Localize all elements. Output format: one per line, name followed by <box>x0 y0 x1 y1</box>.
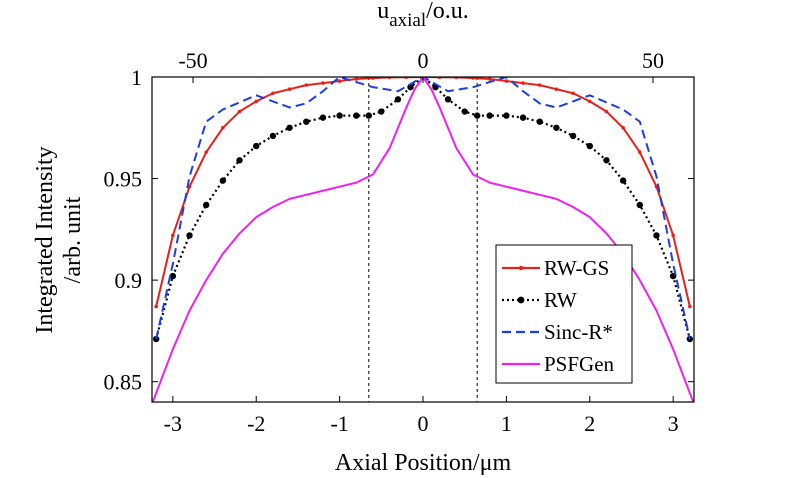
top-x-axis-label: uaxial/o.u. <box>377 0 469 31</box>
series-point-rw <box>365 112 372 119</box>
y-tick-label: 0.95 <box>104 167 143 192</box>
series-point-rw <box>286 124 293 131</box>
series-point-rw-gs <box>688 304 692 309</box>
series-point-rw <box>269 132 277 140</box>
series-point-rw-gs <box>154 304 158 309</box>
series-point-rw <box>336 112 343 119</box>
series-point-rw <box>586 142 593 150</box>
y-axis-label-line1: Integrated Intensity <box>32 146 58 333</box>
series-point-rw-gs <box>604 109 609 114</box>
x-tick-label: -2 <box>247 411 265 436</box>
series-point-rw <box>253 142 260 150</box>
series-point-rw <box>303 118 310 125</box>
series-point-rw <box>653 232 660 239</box>
series-point-rw-gs <box>671 233 675 238</box>
series-point-rw-gs <box>354 77 359 81</box>
series-point-rw-gs <box>254 99 259 104</box>
series-point-rw-gs <box>304 83 309 87</box>
x-tick-label: 3 <box>668 411 679 436</box>
series-point-rw-gs <box>221 125 225 130</box>
series-point-rw <box>394 96 402 103</box>
series-point-rw <box>636 201 643 209</box>
series-point-rw-gs <box>471 77 475 80</box>
series-point-rw <box>236 157 243 164</box>
y-axis-label-line2: /arb. unit <box>60 196 86 283</box>
series-point-rw <box>186 232 193 239</box>
y-tick-label: 0.9 <box>115 268 143 293</box>
series-point-rw <box>407 83 414 91</box>
legend: RW-GS RW Sinc-R* PSFGen <box>495 244 633 384</box>
legend-label-sinc-r: Sinc-R* <box>544 320 613 344</box>
legend-entries: RW-GS RW Sinc-R* PSFGen <box>502 256 615 376</box>
top-x-tick-label: 0 <box>418 48 429 73</box>
series-point-rw-gs <box>621 125 625 130</box>
legend-label-psfgen: PSFGen <box>544 352 615 376</box>
x-tick-label: -1 <box>330 411 348 436</box>
series-point-rw <box>169 272 177 280</box>
series-point-rw-gs <box>638 150 642 154</box>
series-point-rw <box>474 112 481 119</box>
series-point-rw <box>219 177 227 184</box>
series-point-rw <box>519 114 527 121</box>
series-point-rw <box>353 112 360 119</box>
x-axis-label: Axial Position/μm <box>335 450 512 476</box>
series-point-rw-gs <box>337 79 342 83</box>
series-point-rw-gs <box>204 150 208 154</box>
series-group <box>152 77 694 402</box>
top-x-axis-label-base: u <box>377 0 389 24</box>
legend-marker-rw-gs <box>518 265 524 271</box>
series-line-rw <box>155 77 691 340</box>
series-point-rw-gs <box>521 81 525 85</box>
series-point-rw-gs <box>537 83 542 87</box>
series-point-rw-gs <box>321 81 325 85</box>
series-point-rw <box>569 132 577 140</box>
series-point-rw <box>536 118 543 125</box>
series-point-rw-gs <box>554 87 559 91</box>
x-tick-label: 1 <box>501 411 512 436</box>
ticks: -3 -2 -1 0 1 2 3 0.85 0.9 0.95 1 -50 0 50 <box>104 48 694 436</box>
series-point-rw-gs <box>571 91 575 96</box>
series-point-rw <box>461 108 468 115</box>
x-tick-label: 2 <box>584 411 595 436</box>
y-tick-label: 1 <box>131 65 142 90</box>
series-line-rw-gs <box>155 77 691 307</box>
series-point-rw-gs <box>171 233 175 238</box>
series-point-rw <box>486 112 493 119</box>
series-point-rw <box>503 112 510 119</box>
top-x-tick-label: -50 <box>178 48 207 73</box>
top-x-axis-label-suffix: /o.u. <box>426 0 469 24</box>
series-point-rw <box>444 96 452 103</box>
series-point-rw-gs <box>271 91 275 96</box>
series-point-rw <box>152 335 160 343</box>
series-point-rw <box>203 201 210 209</box>
legend-label-rw-gs: RW-GS <box>544 256 609 280</box>
legend-marker-rw <box>517 296 525 304</box>
series-line-sinc-r <box>155 77 691 340</box>
series-point-rw-gs <box>487 77 492 81</box>
series-point-rw-gs <box>237 109 242 114</box>
top-x-tick-label: 50 <box>642 48 664 73</box>
x-tick-label: -3 <box>164 411 182 436</box>
series-point-rw <box>319 114 327 121</box>
x-tick-label: 0 <box>418 411 429 436</box>
top-x-axis-label-subscript: axial <box>389 10 426 31</box>
legend-label-rw: RW <box>544 288 577 312</box>
series-point-rw-gs <box>287 87 292 91</box>
series-point-rw-gs <box>587 99 592 104</box>
series-point-rw <box>378 108 385 115</box>
series-point-rw <box>686 335 694 343</box>
reference-lines <box>368 77 478 402</box>
series-point-rw-gs <box>371 77 375 80</box>
series-point-rw-gs <box>504 79 509 83</box>
series-line-psfgen <box>152 77 694 402</box>
series-point-rw <box>553 124 560 131</box>
series-point-rw <box>603 157 610 164</box>
y-tick-label: 0.85 <box>104 370 143 395</box>
series-point-rw <box>619 177 627 184</box>
